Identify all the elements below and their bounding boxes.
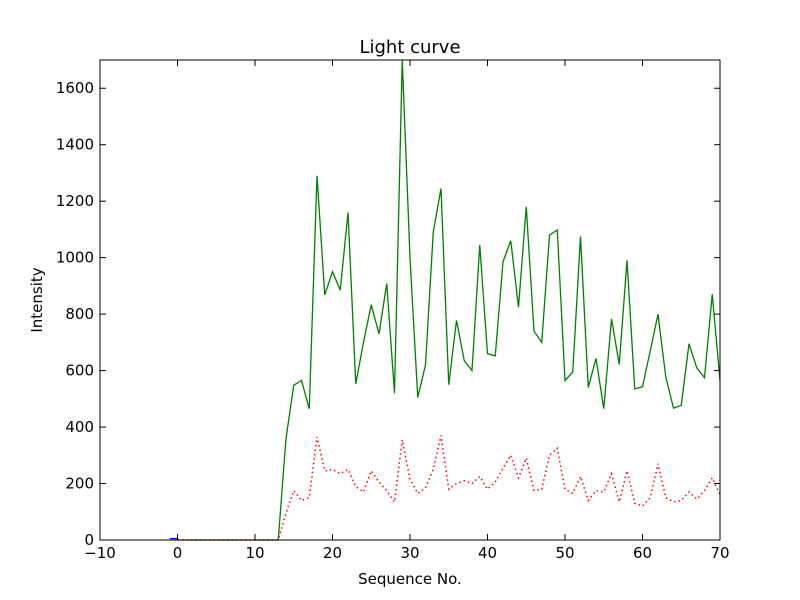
y-tick-label: 1400	[56, 136, 94, 154]
tick-layer: −10 0 10 20 30 40 50 60 700200400600800100012001…	[56, 60, 730, 562]
x-tick-label: 10	[245, 544, 264, 562]
y-tick-label: 1600	[56, 79, 94, 97]
x-tick-label: 70	[710, 544, 729, 562]
y-axis-label: Intensity	[28, 267, 46, 332]
x-tick-label: −10	[84, 544, 116, 562]
x-axis-label: Sequence No.	[358, 570, 462, 588]
y-tick-label: 200	[65, 475, 94, 493]
plot-frame	[99, 59, 721, 541]
y-tick-label: 400	[65, 418, 94, 436]
chart-title: Light curve	[359, 37, 460, 58]
y-tick-label: 1000	[56, 249, 94, 267]
series-layer	[169, 59, 721, 541]
x-tick-label: 0	[173, 544, 183, 562]
x-tick-label: 50	[555, 544, 574, 562]
series-line-1	[177, 435, 721, 541]
x-tick-label: 60	[633, 544, 652, 562]
x-tick-label: 30	[400, 544, 419, 562]
x-tick-label: 20	[323, 544, 342, 562]
y-tick-label: 1200	[56, 192, 94, 210]
series-line-0	[177, 59, 721, 541]
x-tick-label: 40	[478, 544, 497, 562]
y-tick-label: 600	[65, 362, 94, 380]
y-tick-label: 800	[65, 305, 94, 323]
y-tick-label: 0	[84, 531, 94, 549]
